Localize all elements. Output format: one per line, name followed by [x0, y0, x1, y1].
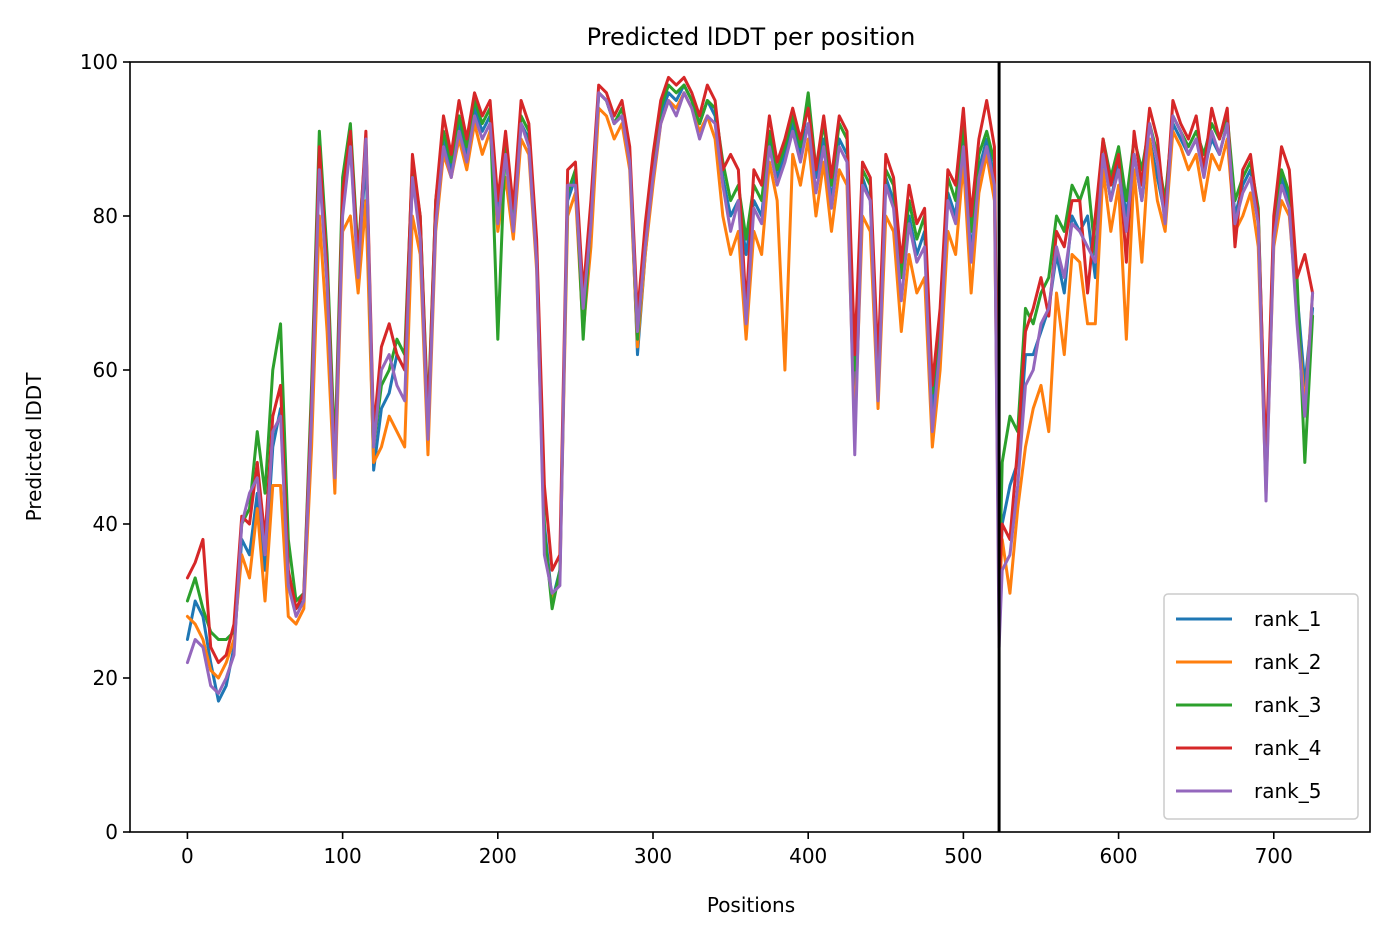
plot-frame [129, 61, 1371, 833]
series-line-rank_2 [185, 91, 1315, 680]
legend-label-rank_4: rank_4 [1254, 736, 1321, 760]
y-tick-label: 100 [80, 50, 118, 74]
x-tick-label: 0 [181, 844, 194, 868]
legend-frame [1163, 593, 1359, 820]
chart-title: Predicted lDDT per position [587, 23, 916, 51]
x-tick-label: 200 [479, 844, 517, 868]
legend-label-rank_5: rank_5 [1254, 779, 1321, 803]
y-tick-label: 20 [93, 666, 118, 690]
series-line-rank_5 [185, 91, 1315, 695]
y-tick-label: 40 [93, 512, 118, 536]
y-axis-ticks: 0 20 40 60 80 100 [80, 50, 130, 844]
x-tick-label: 300 [634, 844, 672, 868]
series-line-rank_1 [185, 83, 1315, 703]
series-line-rank_4 [185, 75, 1315, 665]
x-tick-label: 700 [1255, 844, 1293, 868]
x-tick-label: 400 [789, 844, 827, 868]
legend-label-rank_2: rank_2 [1254, 650, 1321, 674]
x-tick-label: 500 [944, 844, 982, 868]
legend: rank_1 rank_2 rank_3 rank_4 rank_5 [1163, 593, 1359, 820]
y-tick-label: 60 [93, 358, 118, 382]
series-layer [185, 75, 1315, 703]
x-axis-label: Positions [707, 893, 795, 917]
y-tick-label: 80 [93, 204, 118, 228]
legend-label-rank_1: rank_1 [1254, 607, 1321, 631]
x-tick-label: 100 [324, 844, 362, 868]
legend-label-rank_3: rank_3 [1254, 693, 1321, 717]
y-axis-label: Predicted lDDT [22, 372, 46, 522]
y-tick-label: 0 [105, 820, 118, 844]
x-tick-label: 600 [1099, 844, 1137, 868]
x-axis-ticks: 0 100 200 300 400 500 600 700 [181, 832, 1293, 868]
